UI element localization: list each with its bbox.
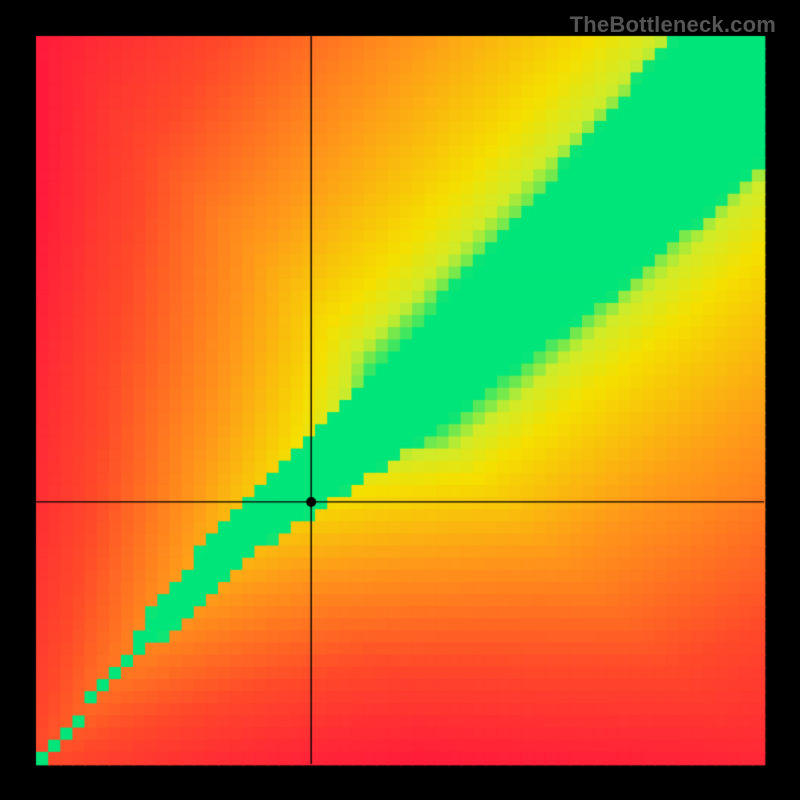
crosshair-overlay: [0, 0, 800, 800]
watermark-text: TheBottleneck.com: [570, 12, 776, 38]
chart-container: { "watermark": { "text": "TheBottleneck.…: [0, 0, 800, 800]
